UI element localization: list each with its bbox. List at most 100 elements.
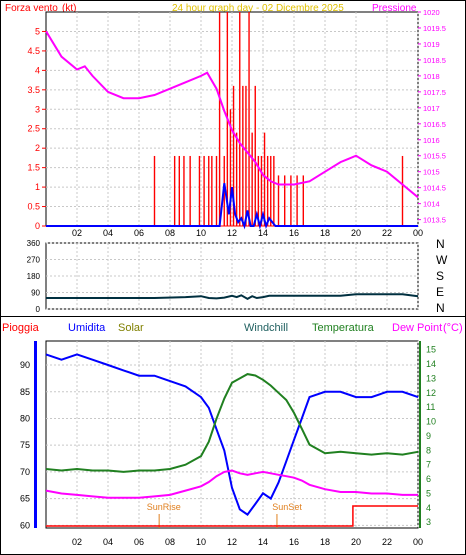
- legend-item: Umidita: [68, 322, 106, 334]
- x-tick-label: 10: [196, 537, 206, 547]
- pressure-axis-label: Pressione: [372, 3, 417, 14]
- direction-line: [46, 293, 419, 301]
- humidity-temperature-lines: [45, 353, 419, 527]
- y-tick-label: 80: [20, 413, 30, 423]
- direction-line: [46, 293, 419, 301]
- y-tick-label: 13: [426, 373, 436, 383]
- x-tick-label: 22: [382, 228, 392, 238]
- y-tick-label: 1.5: [27, 163, 40, 173]
- x-tick-label: 18: [320, 537, 330, 547]
- x-tick-label: 02: [72, 537, 82, 547]
- legend-item: Pioggia: [2, 322, 40, 334]
- y-tick-label: 1015.5: [423, 152, 446, 161]
- y-tick-label: 2: [35, 143, 40, 153]
- y-tick-label: 360: [27, 239, 41, 248]
- x-tick-label: 08: [165, 537, 175, 547]
- x-tick-label: 10: [196, 228, 206, 238]
- x-tick-label: 04: [103, 228, 113, 238]
- x-tick-label: 14: [258, 228, 268, 238]
- humidity-line: [45, 353, 419, 516]
- x-tick-label: 20: [351, 537, 361, 547]
- x-tick-label: 00: [413, 228, 423, 238]
- wind-y-ticks: 0 0.5 1 1.5 2 2.5 3 3.5 4 4.5 5: [27, 26, 46, 231]
- humidity-temperature-panel: SunRise SunSet 60 65 70 75 80 85 90 3 4 5 6 7 8 9 10 11…: [20, 340, 436, 547]
- compass-label: E: [436, 285, 444, 299]
- dew-point-line: [45, 469, 418, 499]
- x-tick-label: 16: [289, 228, 299, 238]
- sun-label: SunRise: [147, 502, 181, 512]
- rain-line: [46, 505, 418, 527]
- y-tick-label: 1019: [423, 40, 440, 49]
- y-tick-label: 12: [426, 388, 436, 398]
- x-tick-label: 22: [382, 537, 392, 547]
- wind-speed-line: [46, 183, 418, 230]
- y-tick-label: 4.5: [27, 46, 40, 56]
- temperature-axis-bar: [419, 341, 421, 528]
- y-tick-label: 180: [27, 272, 41, 281]
- x-tick-label: 12: [227, 537, 237, 547]
- y-tick-label: 1020: [423, 8, 440, 17]
- y-tick-label: 5: [426, 488, 431, 498]
- y-tick-label: 70: [20, 467, 30, 477]
- legend-item: Windchill: [244, 322, 288, 334]
- x-tick-label: 12: [227, 228, 237, 238]
- x-tick-label: 02: [72, 228, 82, 238]
- y-tick-label: 0: [36, 305, 41, 314]
- wind-axis-unit: (kt): [62, 3, 76, 14]
- x-tick-label: 06: [134, 228, 144, 238]
- y-tick-label: 3.5: [27, 85, 40, 95]
- legend-item: Dew Point: [392, 322, 442, 334]
- y-tick-label: 14: [426, 359, 436, 369]
- y-tick-label: 65: [20, 494, 30, 504]
- y-tick-label: 4: [426, 503, 431, 513]
- y-tick-label: 60: [20, 520, 30, 530]
- y-tick-label: 90: [31, 289, 40, 298]
- wind-pressure-x-ticks: 02 04 06 08 10 12 14 16 18 20 22 00: [72, 228, 423, 238]
- y-tick-label: 270: [27, 256, 41, 265]
- compass-label: N: [436, 301, 445, 315]
- y-tick-label: 1018: [423, 72, 440, 81]
- y-tick-label: 85: [20, 387, 30, 397]
- y-tick-label: 4: [35, 65, 40, 75]
- sun-label: SunSet: [272, 502, 302, 512]
- legend-unit: (°C): [443, 322, 463, 334]
- y-tick-label: 1019.5: [423, 24, 446, 33]
- y-tick-label: 1016: [423, 136, 440, 145]
- chart-title: 24 hour graph day - 02 Dicembre 2025: [172, 3, 344, 14]
- wind-pressure-panel: 00.511.522.533.544.55 1013.510141014.510…: [27, 8, 445, 238]
- y-tick-label: 0.5: [27, 202, 40, 212]
- y-tick-label: 90: [20, 360, 30, 370]
- x-tick-label: 00: [413, 537, 423, 547]
- compass-label: S: [436, 269, 444, 283]
- y-tick-label: 11: [426, 402, 435, 412]
- y-tick-label: 0: [35, 221, 40, 231]
- temperature-line: [45, 373, 419, 473]
- y-tick-label: 10: [426, 417, 436, 427]
- y-tick-label: 5: [35, 26, 40, 36]
- humidity-axis-bar: [34, 341, 37, 528]
- direction-grid: [46, 242, 419, 310]
- y-tick-label: 1014: [423, 200, 440, 209]
- legend: Pioggia Umidita Solar Windchill Temperatura D…: [2, 322, 463, 334]
- legend-item: Solar: [118, 322, 144, 334]
- x-tick-label: 06: [134, 537, 144, 547]
- y-tick-label: 1014.5: [423, 184, 446, 193]
- y-tick-label: 3: [426, 517, 431, 527]
- y-tick-label: 7: [426, 460, 431, 470]
- y-tick-label: 1016.5: [423, 120, 446, 129]
- x-tick-label: 14: [258, 537, 268, 547]
- wind-pressure-lines: [45, 30, 419, 230]
- temperature-y-ticks: 3 4 5 6 7 8 9 10 11 12 13 14 15: [426, 345, 436, 528]
- y-tick-label: 75: [20, 440, 30, 450]
- wind-axis-label: Forza vento: [5, 3, 58, 14]
- y-tick-label: 1017.5: [423, 88, 446, 97]
- humidity-x-ticks: 02 04 06 08 10 12 14 16 18 20 22 00: [72, 537, 423, 547]
- legend-item: Temperatura: [312, 322, 375, 334]
- y-tick-label: 1013.5: [423, 216, 446, 225]
- y-tick-label: 1017: [423, 104, 440, 113]
- y-tick-label: 2.5: [27, 124, 40, 134]
